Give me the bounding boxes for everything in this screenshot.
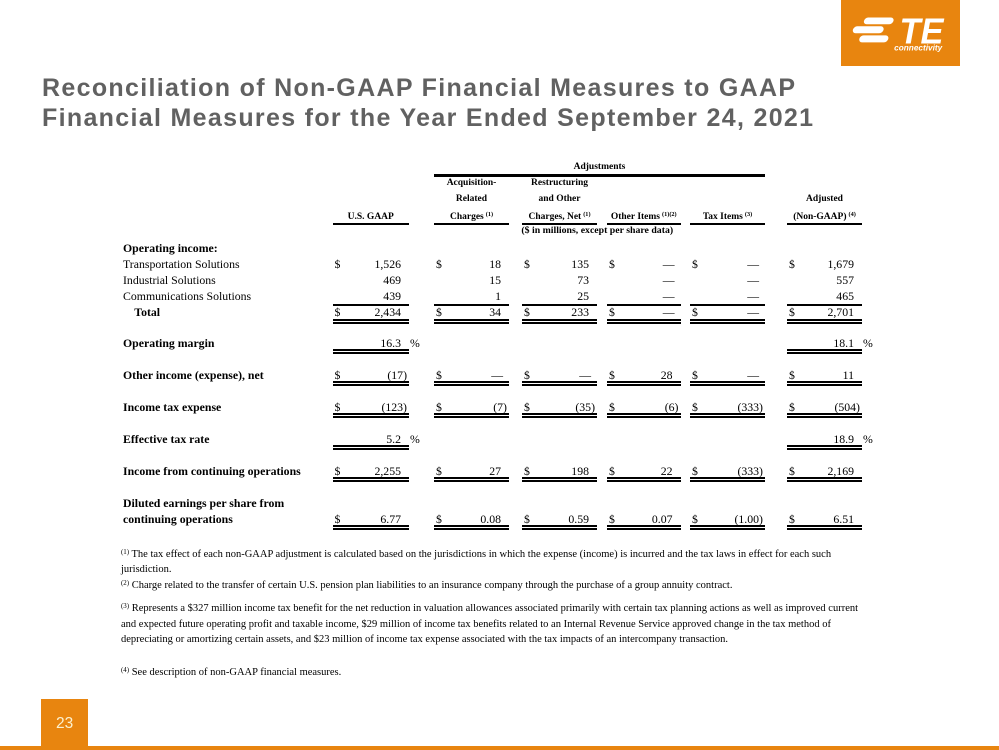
svg-text:connectivity: connectivity: [894, 44, 943, 53]
svg-text:TE: TE: [900, 11, 946, 52]
